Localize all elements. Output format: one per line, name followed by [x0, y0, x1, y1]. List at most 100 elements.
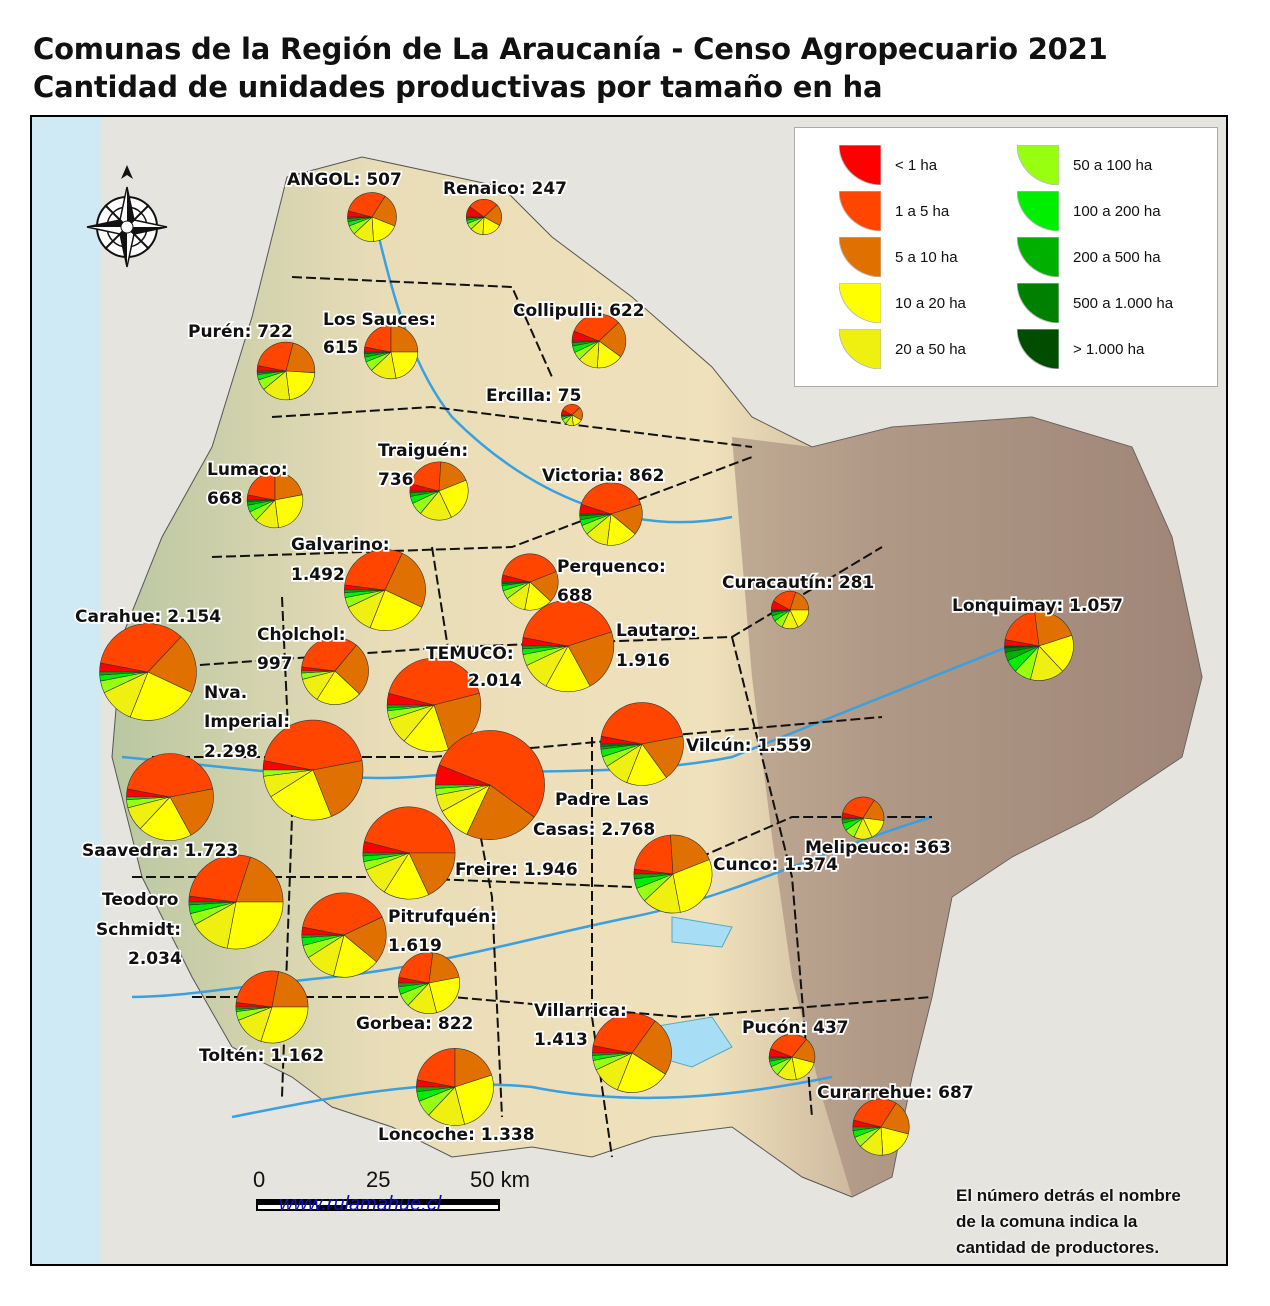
pie-slice	[271, 971, 309, 1008]
pie-victoria	[579, 482, 643, 546]
pie-vilcún	[600, 702, 684, 786]
pie-slice	[362, 852, 410, 857]
comuna-label: 615	[323, 338, 359, 358]
comuna-label: Renaico: 247	[443, 179, 567, 199]
lake-colico	[671, 916, 733, 948]
comuna-label: Victoria: 862	[542, 466, 664, 486]
pie-slice	[770, 1033, 808, 1058]
comuna-label: 1.413	[534, 1030, 588, 1050]
pie-slice	[386, 704, 435, 709]
comuna-label: Lonquimay: 1.057	[952, 596, 1123, 616]
legend-swatch	[1017, 191, 1059, 231]
pie-slice	[334, 644, 369, 695]
pie-gorbea	[398, 952, 460, 1014]
pie-slice	[256, 370, 287, 374]
pie-carahue	[99, 623, 197, 721]
pie-slice	[1034, 611, 1073, 647]
comuna-label: Imperial:	[204, 712, 290, 732]
pie-slice	[880, 1102, 910, 1135]
comuna-label: TEMUCO:	[426, 644, 514, 664]
pie-slice	[312, 760, 364, 817]
pie-slice	[333, 934, 377, 978]
pie-slice	[409, 490, 440, 494]
pie-slice	[347, 192, 386, 218]
comuna-label: Schmidt:	[96, 920, 181, 940]
comuna-label: Lumaco:	[207, 460, 288, 480]
pie-slice	[502, 553, 557, 583]
pie-slice	[521, 645, 569, 650]
pie-slice	[573, 313, 620, 342]
legend-item: < 1 ha	[839, 145, 937, 185]
pie-slice	[853, 1098, 897, 1128]
comuna-label: Freire: 1.946	[455, 860, 578, 880]
pie-slice	[226, 901, 284, 950]
pie-slice	[301, 637, 357, 672]
pie-slice	[670, 834, 710, 875]
legend-swatch	[839, 145, 881, 185]
pie-slice	[880, 1126, 909, 1156]
note: El número detrás el nombre de la comuna …	[956, 1183, 1181, 1261]
legend-swatch	[1017, 329, 1059, 369]
comuna-label: ANGOL: 507	[287, 170, 402, 190]
pie-slice	[263, 719, 363, 771]
legend-label: 50 a 100 ha	[1073, 156, 1153, 174]
pie-slice	[343, 916, 387, 963]
pie-slice	[408, 852, 456, 896]
legend-swatch	[1017, 145, 1059, 185]
legend-item: 5 a 10 ha	[839, 237, 958, 277]
pie-slice	[129, 671, 193, 721]
pie-slice	[592, 1013, 656, 1054]
pie-slice	[390, 324, 419, 353]
pie-slice	[100, 623, 182, 673]
comuna-label: Nva.	[204, 683, 247, 703]
pie-slice	[301, 934, 345, 938]
comuna-label: Saavedra: 1.723	[82, 841, 238, 861]
comuna-label: Loncoche: 1.338	[378, 1125, 535, 1145]
pie-slice	[410, 461, 442, 492]
comuna-label: Villarrica:	[534, 1001, 627, 1021]
pie-slice	[633, 834, 674, 875]
pie-slice	[285, 342, 316, 374]
pie-slice	[126, 753, 214, 798]
pie-slice	[435, 784, 491, 789]
pie-slice	[363, 351, 392, 355]
pie-slice	[316, 670, 360, 705]
pie-slice	[344, 589, 386, 593]
pie-angol	[347, 192, 397, 242]
pie-saavedra	[126, 753, 214, 841]
pie-slice	[1004, 611, 1040, 647]
legend-item: 1 a 5 ha	[839, 191, 949, 231]
pie-slice	[600, 743, 643, 747]
andes-relief	[732, 417, 1202, 1197]
pie-slice	[270, 769, 332, 821]
pie-slice	[465, 216, 485, 219]
legend-label: 10 a 20 ha	[895, 294, 966, 312]
pie-slice	[852, 1126, 882, 1131]
credit-link[interactable]: www.rulamahue.cl	[279, 1193, 442, 1215]
pie-padre-las-casas	[435, 730, 545, 840]
pie-lumaco	[246, 471, 304, 529]
pie-slice	[641, 735, 684, 778]
pie-slice	[147, 636, 197, 694]
pie-slice	[501, 581, 531, 585]
pie-cunco	[633, 834, 713, 914]
pie-slice	[438, 730, 545, 818]
pie-slice	[428, 952, 460, 984]
note-line: El número detrás el nombre	[956, 1186, 1181, 1205]
legend-swatch	[839, 191, 881, 231]
comuna-label: Cunco: 1.374	[713, 855, 838, 875]
legend-item: 500 a 1.000 ha	[1017, 283, 1173, 323]
legend-label: > 1.000 ha	[1073, 340, 1145, 358]
legend-item: 200 a 500 ha	[1017, 237, 1161, 277]
pie-pucón	[768, 1033, 816, 1081]
legend-label: < 1 ha	[895, 156, 938, 174]
pie-slice	[561, 414, 573, 416]
pie-slice	[768, 1056, 793, 1059]
pie-slice	[363, 806, 456, 854]
comuna-label: Pitrufquén:	[388, 907, 497, 927]
legend-label: 500 a 1.000 ha	[1073, 294, 1174, 312]
pie-slice	[188, 854, 251, 903]
pie-slice	[672, 859, 713, 913]
pie-slice	[274, 471, 303, 501]
pie-slice	[274, 494, 304, 528]
